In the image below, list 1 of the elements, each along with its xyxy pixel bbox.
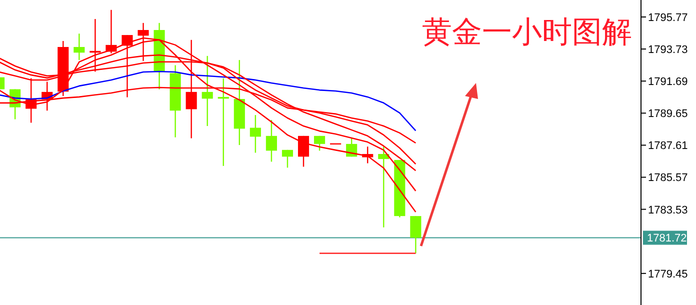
title: 黄金一小时图解 (422, 16, 632, 49)
